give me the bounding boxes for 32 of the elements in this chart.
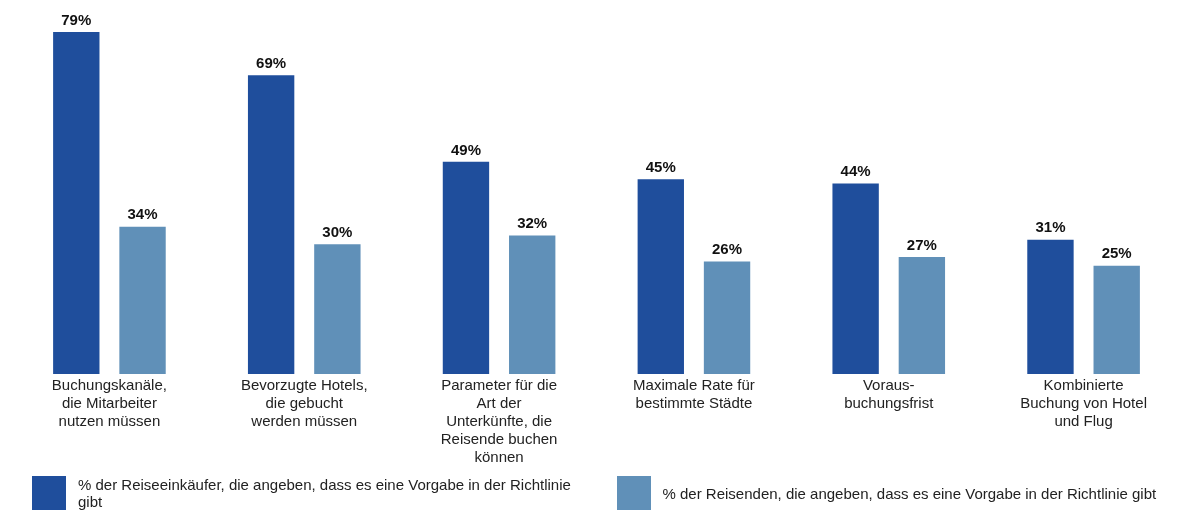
bar <box>53 32 100 374</box>
x-tick-label: Kombinierte Buchung von Hotel und Flug <box>1020 376 1147 430</box>
bar <box>119 226 166 374</box>
x-tick-label: Parameter für die Art der Unterkünfte, die Reisende buchen können <box>440 376 558 466</box>
data-label: 45% <box>645 157 676 175</box>
bar <box>898 257 946 374</box>
data-label: 27% <box>906 235 937 253</box>
data-label: 69% <box>256 53 287 71</box>
bar <box>703 261 751 374</box>
bar <box>442 161 490 374</box>
legend-label: % der Reisenden, die angeben, dass es eine Vorgabe in der Richtlinie gibt <box>662 484 1157 502</box>
data-label: 30% <box>322 222 353 240</box>
x-tick-label: Buchungskanäle, die Mitarbeiter nutzen müssen <box>51 376 167 430</box>
data-label: 34% <box>127 205 158 223</box>
bar <box>1093 265 1140 374</box>
legend-label: % der Reiseeinkäufer, die angeben, dass es eine Vorgabe in der Richtlinie gibt <box>78 476 572 510</box>
data-label: 31% <box>1035 218 1066 236</box>
data-label: 79% <box>61 10 92 28</box>
bar <box>247 75 295 374</box>
bar <box>637 179 684 374</box>
bar <box>832 183 879 374</box>
data-label: 32% <box>517 214 548 232</box>
data-label: 44% <box>840 162 871 180</box>
data-label: 26% <box>712 240 743 258</box>
x-tick-label: Maximale Rate für bestimmte Städte <box>633 376 755 412</box>
x-tick-label: Voraus-buchungsfrist <box>844 376 935 412</box>
data-label: 49% <box>450 140 481 158</box>
bar <box>1027 239 1074 374</box>
data-label: 25% <box>1101 244 1132 262</box>
bar <box>314 244 361 374</box>
x-tick-label: Bevorzugte Hotels, die gebucht werden müssen <box>240 376 368 430</box>
bar <box>509 235 556 374</box>
